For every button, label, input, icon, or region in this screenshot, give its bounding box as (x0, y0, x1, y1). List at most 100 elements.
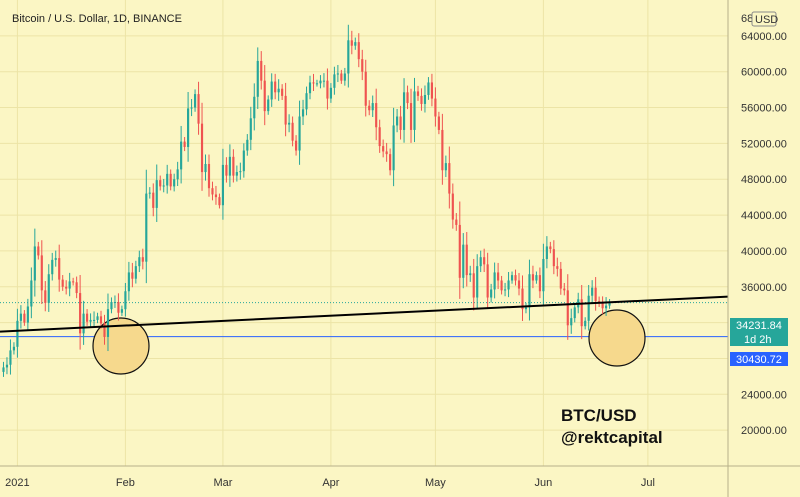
candle (333, 66, 336, 95)
candle-body (200, 123, 204, 173)
candle-body (183, 141, 186, 147)
candle-body (458, 224, 461, 278)
candle-body (298, 116, 301, 151)
candle (406, 85, 409, 110)
candle (221, 148, 225, 220)
candle-body (608, 302, 611, 306)
candle (23, 310, 26, 326)
candle-body (75, 282, 78, 294)
candle (211, 181, 214, 201)
candle-body (138, 257, 141, 267)
candle-body (235, 172, 238, 176)
currency-button[interactable] (751, 11, 777, 27)
candle-body (145, 193, 148, 262)
candle-body (570, 318, 573, 326)
candle (40, 240, 43, 305)
candle-body (37, 246, 40, 256)
candle (455, 213, 458, 231)
candle-body (225, 164, 228, 176)
candle (479, 250, 482, 273)
candle (371, 95, 374, 118)
candle-body (416, 91, 420, 96)
candle-layer (2, 24, 611, 377)
candle (594, 277, 597, 311)
candle (375, 88, 378, 141)
candle-body (545, 246, 548, 259)
candle-body (96, 316, 99, 320)
candle-body (329, 87, 332, 99)
candle (580, 284, 583, 340)
candle (187, 91, 190, 162)
candle-body (242, 150, 245, 172)
candle-body (148, 192, 151, 194)
candle-body (23, 313, 26, 323)
candle (61, 275, 64, 291)
candle-body (392, 125, 395, 171)
candle (127, 261, 130, 301)
candle-body (573, 307, 576, 319)
candle-body (291, 122, 294, 141)
candle-body (166, 173, 169, 186)
candle (253, 83, 256, 131)
candle (552, 240, 555, 275)
candle-body (378, 127, 381, 147)
candle (469, 265, 472, 282)
candle (225, 157, 228, 183)
x-tick-label: Jun (535, 477, 553, 489)
x-tick-label: 2021 (5, 477, 29, 489)
candle (458, 201, 461, 299)
candle (148, 187, 151, 199)
candle (490, 283, 493, 303)
candle-body (301, 109, 305, 117)
candle-body (30, 280, 33, 307)
candle-body (180, 141, 183, 170)
candle (563, 283, 566, 296)
candle (159, 175, 162, 191)
candle-body (605, 305, 608, 309)
candle (556, 257, 559, 277)
candle (416, 85, 420, 101)
candle (197, 81, 200, 135)
candle (462, 233, 465, 289)
candle-body (232, 156, 235, 176)
candle-body (322, 80, 326, 82)
candle-body (472, 273, 475, 298)
candle (538, 267, 541, 299)
candle (430, 73, 434, 107)
candle (497, 262, 500, 290)
y-tick-label: 20000.00 (741, 425, 787, 437)
candle-body (500, 280, 503, 291)
candle (9, 339, 12, 375)
candle-body (267, 99, 270, 112)
candle (354, 37, 357, 50)
candle (608, 299, 611, 309)
candle (322, 73, 326, 88)
candle-body (357, 42, 360, 60)
candle-body (92, 319, 96, 321)
candle-body (521, 288, 524, 310)
candle (570, 308, 573, 334)
retest-circle-jun (588, 309, 646, 367)
candle (423, 85, 427, 113)
candle (92, 311, 96, 328)
candle-body (434, 98, 437, 117)
candle (96, 312, 99, 324)
candle-body (187, 108, 190, 147)
candle-body (270, 81, 273, 100)
candle (294, 135, 298, 156)
candle (30, 267, 33, 319)
candle-body (406, 92, 409, 104)
candle-body (451, 193, 454, 220)
candle-body (497, 272, 500, 281)
candle-body (462, 244, 465, 278)
candle (218, 193, 221, 209)
candle (476, 254, 479, 309)
candle (448, 146, 451, 209)
candle (535, 271, 538, 284)
candle-body (333, 74, 336, 88)
candle (503, 282, 507, 297)
candle (444, 155, 447, 178)
y-tick-label: 48000.00 (741, 174, 787, 186)
candle-body (368, 105, 371, 111)
